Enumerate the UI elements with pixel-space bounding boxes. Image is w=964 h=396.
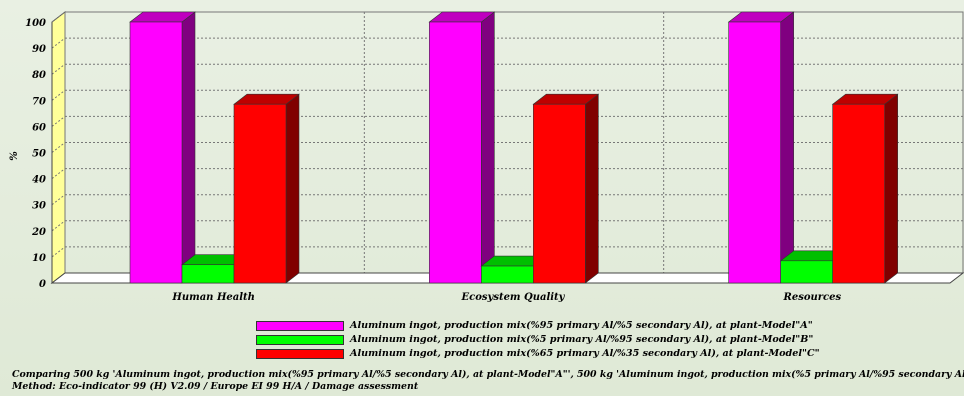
legend-label-a: Aluminum ingot, production mix(%95 prima… bbox=[350, 320, 813, 331]
bar-front bbox=[780, 260, 833, 284]
legend-swatch-c bbox=[256, 348, 344, 359]
footer-line-1: Comparing 500 kg 'Aluminum ingot, produc… bbox=[12, 369, 964, 380]
y-tick-label: 40 bbox=[32, 175, 46, 186]
legend-item: Aluminum ingot, production mix(%5 primar… bbox=[256, 333, 956, 346]
y-tick-label: 30 bbox=[32, 201, 46, 212]
legend-label-c: Aluminum ingot, production mix(%65 prima… bbox=[350, 348, 820, 359]
y-tick-label: 60 bbox=[32, 122, 46, 133]
category-label: Ecosystem Quality bbox=[461, 292, 566, 303]
y-tick-label: 80 bbox=[32, 70, 46, 81]
gridline-diag bbox=[51, 89, 66, 101]
y-tick-label: 10 bbox=[32, 253, 46, 264]
y-axis-label: % bbox=[9, 151, 20, 161]
bar bbox=[129, 11, 196, 284]
bar bbox=[831, 93, 899, 284]
gridline-diag bbox=[51, 220, 66, 232]
category-label: Resources bbox=[783, 292, 842, 303]
gridline-diag bbox=[51, 37, 66, 49]
y-tick-label: 100 bbox=[25, 18, 46, 29]
bar bbox=[233, 93, 300, 284]
bar-front bbox=[481, 265, 534, 284]
bar-front bbox=[233, 103, 287, 284]
bar-front bbox=[129, 21, 183, 284]
bar-side bbox=[884, 93, 898, 284]
bar-side bbox=[181, 11, 196, 284]
y-tick-label: 20 bbox=[31, 227, 46, 238]
y-tick-label: 0 bbox=[39, 279, 46, 290]
bar bbox=[428, 11, 496, 284]
bar-side bbox=[585, 93, 599, 284]
y-tick-label: 50 bbox=[32, 149, 46, 160]
legend-item: Aluminum ingot, production mix(%65 prima… bbox=[256, 347, 956, 360]
gridline-diag bbox=[51, 142, 66, 153]
footer-caption: Comparing 500 kg 'Aluminum ingot, produc… bbox=[12, 369, 964, 393]
bar-side bbox=[780, 11, 794, 284]
bar-front bbox=[181, 264, 235, 284]
gridline-diag bbox=[51, 116, 66, 127]
bar-front bbox=[728, 21, 781, 284]
bar-front bbox=[832, 103, 885, 284]
gridline-diag bbox=[51, 63, 66, 75]
gridline-diag bbox=[51, 11, 66, 23]
legend-swatch-a bbox=[256, 320, 344, 331]
y-tick-label: 70 bbox=[32, 96, 46, 107]
y-tick-label: 90 bbox=[32, 44, 46, 55]
bar-front bbox=[429, 21, 482, 284]
bar bbox=[532, 93, 600, 284]
bar-side bbox=[481, 11, 495, 284]
gridline-diag bbox=[51, 194, 66, 206]
category-label: Human Health bbox=[171, 292, 255, 303]
gridline-diag bbox=[51, 246, 66, 258]
legend: Aluminum ingot, production mix(%95 prima… bbox=[256, 319, 956, 361]
legend-swatch-b bbox=[256, 334, 344, 345]
footer-line-2: Method: Eco-indicator 99 (H) V2.09 / Eur… bbox=[12, 381, 419, 392]
gridline-diag bbox=[51, 168, 66, 179]
bar-front bbox=[533, 103, 586, 284]
legend-item: Aluminum ingot, production mix(%95 prima… bbox=[256, 319, 956, 332]
legend-label-b: Aluminum ingot, production mix(%5 primar… bbox=[350, 334, 814, 345]
bar-side bbox=[285, 93, 300, 284]
bar bbox=[727, 11, 795, 284]
